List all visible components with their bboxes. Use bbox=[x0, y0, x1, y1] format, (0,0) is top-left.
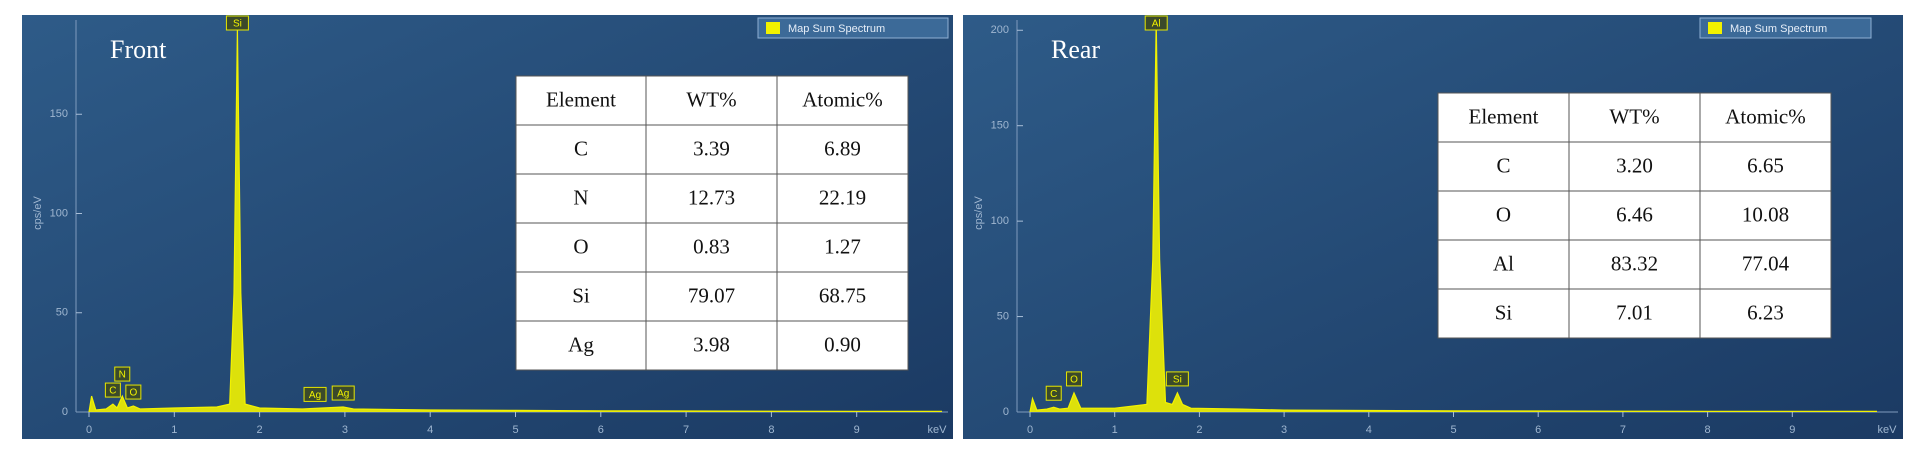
y-tick-label: 0 bbox=[1003, 406, 1009, 418]
peak-label: Si bbox=[233, 19, 242, 30]
peak-label-box bbox=[1165, 371, 1189, 387]
legend-box bbox=[757, 17, 949, 39]
spectrum-line bbox=[88, 28, 942, 413]
x-tick-label: 5 bbox=[512, 424, 518, 436]
peak-label: Ag bbox=[337, 389, 349, 400]
x-tick-label: 7 bbox=[683, 424, 689, 436]
x-tick-label: 7 bbox=[1620, 424, 1626, 436]
x-tick-label: 0 bbox=[1027, 424, 1033, 436]
peak-label: Ag bbox=[309, 390, 321, 401]
legend-label: Map Sum Spectrum bbox=[1730, 23, 1827, 35]
table-cell: 3.39 bbox=[693, 136, 730, 160]
peak-label: O bbox=[1070, 375, 1078, 386]
peak-label: O bbox=[129, 388, 137, 399]
table-cell: Si bbox=[1495, 300, 1513, 324]
table-cell: 6.89 bbox=[824, 136, 861, 160]
table-background bbox=[1437, 92, 1832, 339]
x-tick-label: 5 bbox=[1450, 424, 1456, 436]
x-tick-label: 4 bbox=[427, 424, 433, 436]
y-tick-label: 50 bbox=[56, 307, 68, 319]
peak-label: Si bbox=[1173, 375, 1182, 386]
table-cell: 6.65 bbox=[1747, 153, 1784, 177]
table-cell: 10.08 bbox=[1742, 202, 1789, 226]
peak-label-box bbox=[114, 366, 131, 382]
peak-label-box bbox=[331, 385, 355, 401]
y-tick-label: 200 bbox=[991, 24, 1009, 36]
peak-label: C bbox=[1050, 389, 1057, 400]
table-cell: 0.83 bbox=[693, 234, 730, 258]
y-tick-label: 100 bbox=[50, 207, 68, 219]
y-tick-label: 100 bbox=[991, 215, 1009, 227]
table-header: Element bbox=[1469, 104, 1539, 128]
y-tick-label: 150 bbox=[991, 120, 1009, 132]
x-axis-label: keV bbox=[928, 424, 948, 436]
spectrum-line bbox=[1029, 20, 1877, 413]
legend-swatch bbox=[1708, 22, 1722, 34]
table-cell: N bbox=[573, 185, 588, 209]
table-cell: 3.98 bbox=[693, 332, 730, 356]
table-cell: Al bbox=[1493, 251, 1514, 275]
x-tick-label: 1 bbox=[171, 424, 177, 436]
legend-box bbox=[1699, 17, 1872, 39]
x-tick-label: 4 bbox=[1366, 424, 1372, 436]
x-tick-label: 1 bbox=[1112, 424, 1118, 436]
peak-label-box bbox=[1144, 15, 1168, 31]
y-axis-label: cps/eV bbox=[32, 196, 44, 230]
x-tick-label: 0 bbox=[86, 424, 92, 436]
peak-label-box bbox=[225, 15, 249, 31]
peak-label-box bbox=[104, 382, 121, 398]
x-tick-label: 9 bbox=[1789, 424, 1795, 436]
x-tick-label: 2 bbox=[1196, 424, 1202, 436]
table-header: WT% bbox=[686, 87, 736, 111]
x-tick-label: 3 bbox=[342, 424, 348, 436]
table-cell: 22.19 bbox=[819, 185, 866, 209]
table-cell: 12.73 bbox=[688, 185, 735, 209]
x-axis-label: keV bbox=[1878, 424, 1898, 436]
y-axis-label: cps/eV bbox=[973, 196, 985, 230]
table-cell: C bbox=[1496, 153, 1510, 177]
panel-title: Front bbox=[110, 35, 167, 64]
x-tick-label: 8 bbox=[768, 424, 774, 436]
x-tick-label: 6 bbox=[1535, 424, 1541, 436]
table-header: Atomic% bbox=[802, 87, 882, 111]
table-cell: O bbox=[1496, 202, 1511, 226]
table-cell: 79.07 bbox=[688, 283, 735, 307]
peak-label: C bbox=[109, 386, 116, 397]
y-tick-label: 50 bbox=[997, 310, 1009, 322]
table-cell: C bbox=[574, 136, 588, 160]
table-cell: 0.90 bbox=[824, 332, 861, 356]
table-cell: 68.75 bbox=[819, 283, 866, 307]
x-tick-label: 2 bbox=[257, 424, 263, 436]
table-cell: 77.04 bbox=[1742, 251, 1790, 275]
peak-label: N bbox=[119, 370, 126, 381]
x-tick-label: 9 bbox=[854, 424, 860, 436]
legend-label: Map Sum Spectrum bbox=[788, 23, 885, 35]
y-tick-label: 0 bbox=[62, 406, 68, 418]
table-cell: 7.01 bbox=[1616, 300, 1653, 324]
table-header: WT% bbox=[1609, 104, 1659, 128]
peak-label-box bbox=[1066, 371, 1083, 387]
table-cell: Ag bbox=[568, 332, 594, 356]
x-tick-label: 8 bbox=[1705, 424, 1711, 436]
table-cell: 1.27 bbox=[824, 234, 861, 258]
x-tick-label: 3 bbox=[1281, 424, 1287, 436]
x-tick-label: 6 bbox=[598, 424, 604, 436]
table-cell: 3.20 bbox=[1616, 153, 1653, 177]
peak-label: Al bbox=[1152, 19, 1161, 30]
peak-label-box bbox=[125, 384, 142, 400]
y-tick-label: 150 bbox=[50, 108, 68, 120]
table-header: Element bbox=[546, 87, 616, 111]
peak-label-box bbox=[303, 386, 327, 402]
table-cell: Si bbox=[572, 283, 590, 307]
table-cell: 6.46 bbox=[1616, 202, 1653, 226]
panel-title: Rear bbox=[1051, 35, 1100, 64]
peak-label-box bbox=[1045, 385, 1062, 401]
table-cell: O bbox=[573, 234, 588, 258]
table-header: Atomic% bbox=[1725, 104, 1805, 128]
table-cell: 6.23 bbox=[1747, 300, 1784, 324]
table-cell: 83.32 bbox=[1611, 251, 1658, 275]
legend-swatch bbox=[766, 22, 780, 34]
